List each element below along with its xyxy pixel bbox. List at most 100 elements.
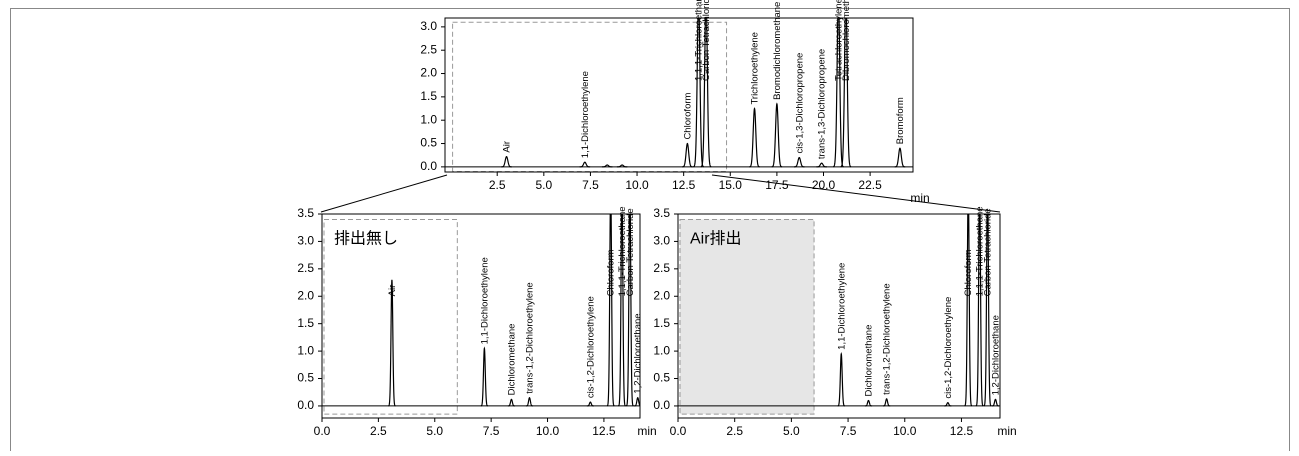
peak [480,346,489,407]
y-tick-label: 3.5 [297,206,314,220]
peak [634,397,640,407]
peak [771,102,783,168]
x-axis-label: min [637,424,656,438]
y-tick-label: 3.0 [420,19,437,33]
x-axis-label: min [997,424,1016,438]
peak-label: 1,1-Dichloroethylene [580,71,591,158]
x-tick-label: 10.0 [625,178,649,192]
peak-label: cis-1,2-Dichloroethylene [943,297,954,399]
peak [525,397,534,407]
peak-label: Bromodichloromethane [772,2,783,100]
y-tick-label: 0.0 [420,159,437,173]
x-tick-label: 5.0 [535,178,552,192]
x-tick-label: 0.0 [314,424,331,438]
y-tick-label: 2.5 [420,42,437,56]
x-tick-label: 7.5 [582,178,599,192]
plot [678,214,1000,407]
peak-label: trans-1,3-Dichloropropene [817,49,828,159]
peak [586,401,594,407]
peak [388,279,396,407]
x-tick-label: 7.5 [840,424,857,438]
y-tick-label: 1.5 [420,89,437,103]
peak-label: Air [502,141,513,153]
peak [794,156,805,168]
x-tick-label: 5.0 [426,424,443,438]
y-tick-label: 3.0 [297,234,314,248]
peak [964,214,973,407]
y-tick-label: 0.5 [420,136,437,150]
peak-label: Air [387,285,398,297]
y-tick-label: 1.5 [297,316,314,330]
peak [840,18,852,168]
peak [682,142,693,168]
peak-label: 1,1-Dichloroethylene [479,257,490,344]
peak [864,399,873,407]
peak [991,398,1000,407]
peak-label: Chloroform [606,249,617,296]
zoom-line [711,174,1001,213]
y-tick-label: 2.0 [420,66,437,80]
y-tick-label: 0.0 [653,398,670,412]
plot [445,18,913,168]
peak-label: Trichloroethylene [750,32,761,105]
peak-label: Chloroform [682,92,693,139]
peak-label: cis-1,2-Dichloroethylene [585,296,596,398]
x-tick-label: 12.5 [672,178,696,192]
x-tick-label: 5.0 [783,424,800,438]
peak [618,214,626,407]
plot-frame [321,213,641,419]
peak [837,352,845,407]
peak-label: 1,1-Dichloroethylene [836,263,847,350]
peak [507,398,516,407]
y-tick-label: 3.0 [653,234,670,248]
peak [626,214,634,407]
y-tick-label: 0.5 [297,371,314,385]
annotation: Air排出 [690,229,742,247]
x-axis-label: min [910,191,929,205]
peak-label: Carbon Tetrachloride [983,208,994,296]
frame [10,8,1290,456]
peak-label: Chloroform [963,249,974,296]
peak [883,398,891,407]
peak [501,155,512,168]
x-tick-label: 2.5 [726,424,743,438]
x-tick-label: 2.5 [370,424,387,438]
peak-label: 1,1,1-Trichloroethane [694,0,705,81]
x-tick-label: 10.0 [536,424,560,438]
peak [894,147,906,168]
plot-frame [444,17,914,173]
peak-label: 1,1,1-Trichloroethane [975,206,986,296]
annotation: 排出無し [334,229,398,247]
x-tick-label: 22.5 [858,178,882,192]
peak-label: trans-1,2-Dichloroethylene [524,282,535,393]
y-tick-label: 2.5 [297,261,314,275]
y-tick-label: 2.5 [653,261,670,275]
peak [601,164,613,168]
y-tick-label: 1.0 [653,343,670,357]
peak [700,18,712,168]
peak-label: cis-1,3-Dichloropropene [794,53,805,154]
x-tick-label: 12.5 [592,424,616,438]
plot-frame [677,213,1001,419]
y-tick-label: 1.0 [420,112,437,126]
peak [579,161,591,168]
peak-label: Dibromochloromethane [841,0,852,81]
peak-label: 1,1,1-Trichloroethane [617,206,628,296]
y-tick-label: 0.5 [653,371,670,385]
peak [944,402,952,407]
peak-label: Tetrachloroethylene [833,0,844,81]
peak [749,107,760,168]
peak [816,162,827,168]
x-tick-label: 20.0 [812,178,836,192]
y-tick-label: 3.5 [653,206,670,220]
peak-label: Dichloromethane [506,324,517,396]
peak-label: 1,2-Dichloroethane [633,313,644,393]
peak [606,214,615,407]
peak-label: Dichloromethane [863,325,874,397]
x-tick-label: 10.0 [893,424,917,438]
x-tick-label: 12.5 [950,424,974,438]
x-tick-label: 2.5 [489,178,506,192]
annotation-box [679,218,815,415]
peak-label: trans-1,2-Dichloroethylene [882,283,893,394]
